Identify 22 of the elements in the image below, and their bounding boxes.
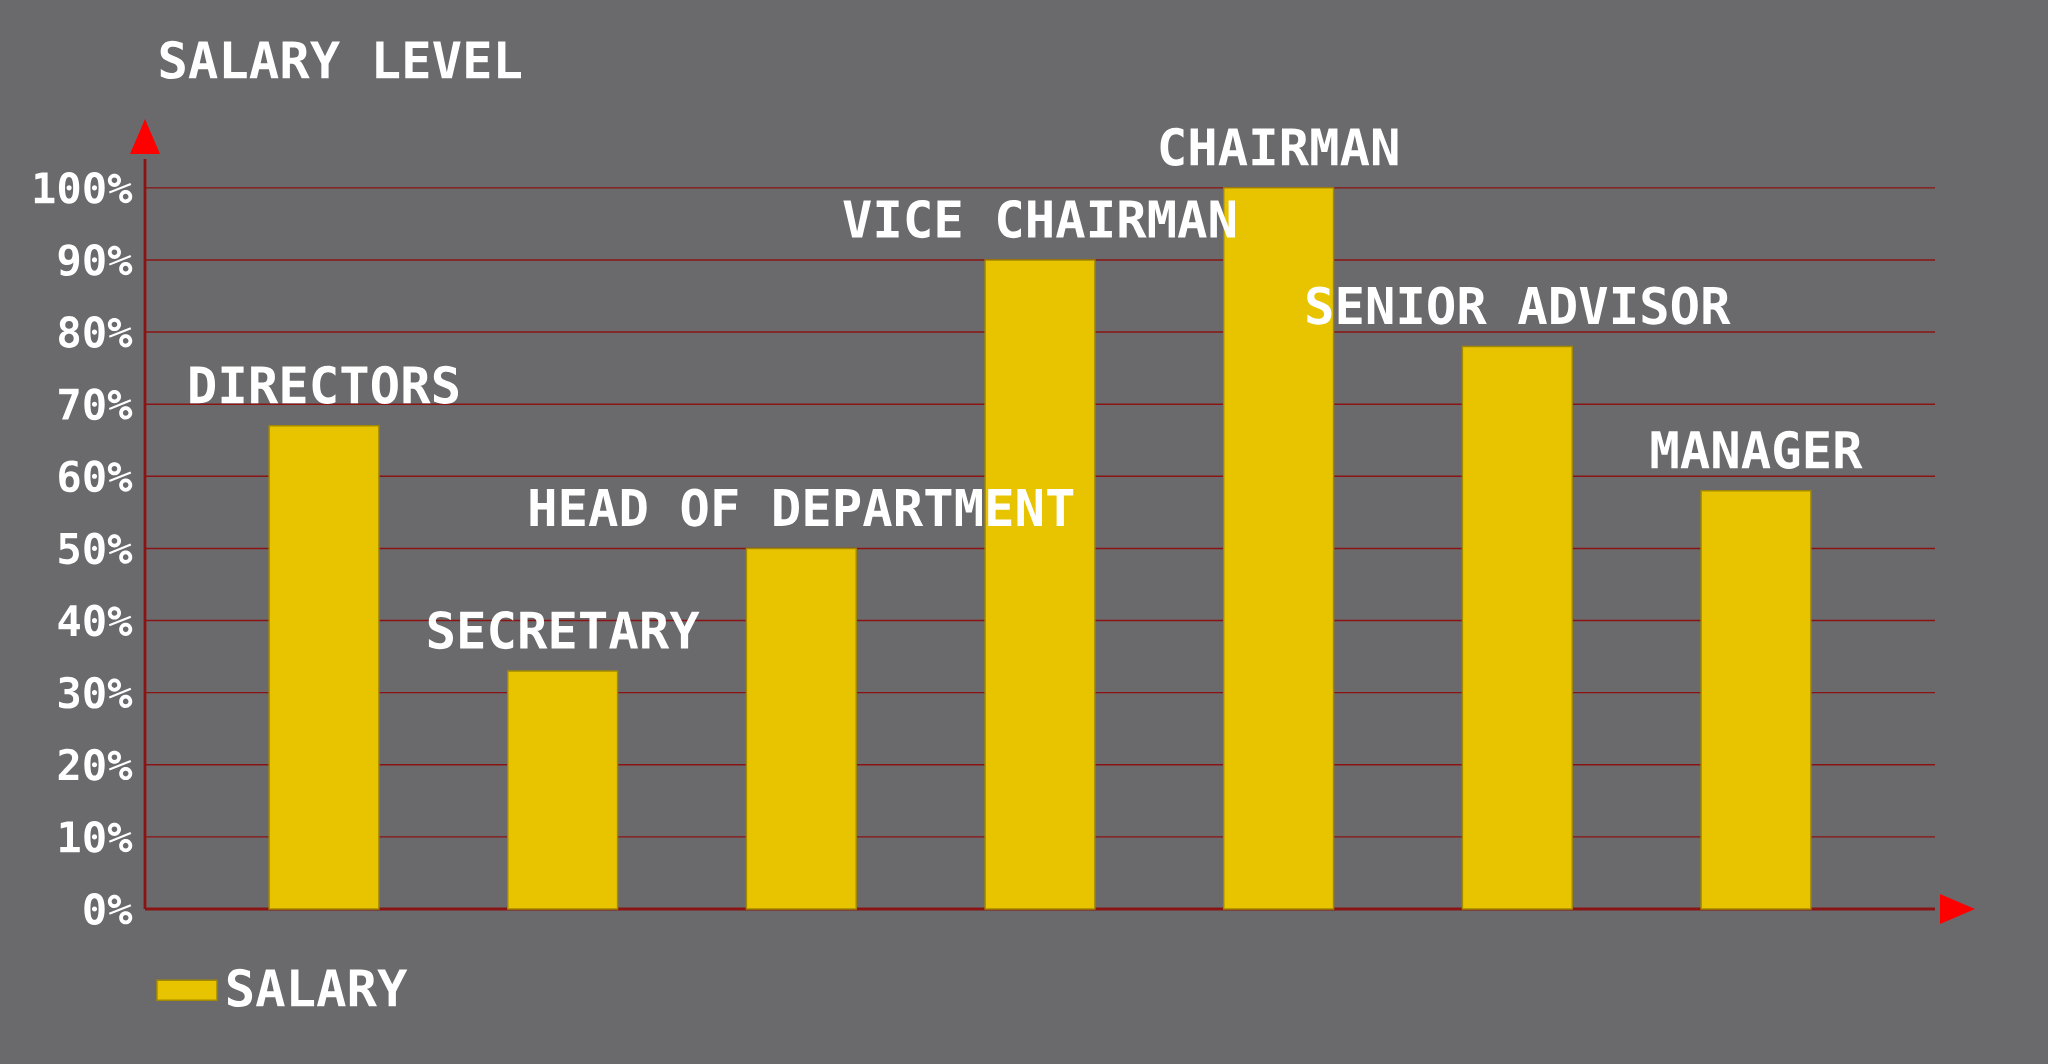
y-axis-title: SALARY LEVEL — [160, 40, 521, 80]
x-tick-label: SECRETARY — [428, 610, 700, 650]
bar — [1700, 490, 1812, 910]
y-tick-label: 100% — [34, 171, 133, 204]
y-tick-label: 10% — [60, 820, 133, 853]
x-tick-label: MANAGER — [1651, 430, 1863, 469]
y-tick-label: 60% — [59, 460, 133, 493]
y-tick-label: 70% — [59, 388, 133, 421]
x-tick-label: DIRECTORS — [190, 365, 459, 405]
y-tick-label: 90% — [58, 243, 133, 277]
y-tick-label: 30% — [59, 676, 133, 709]
y-tick-label: 50% — [59, 532, 133, 565]
x-tick-label: CHAIRMAN — [1160, 127, 1398, 167]
y-tick-label: 80% — [59, 316, 133, 349]
y-tick-label: 0% — [84, 893, 133, 925]
legend-label: SALARY — [227, 968, 408, 1008]
y-tick-label: 20% — [58, 748, 133, 781]
bar — [1461, 345, 1573, 910]
bar — [268, 425, 380, 910]
bar — [745, 547, 857, 910]
y-tick-label: 40% — [58, 604, 133, 637]
bar — [507, 670, 619, 910]
